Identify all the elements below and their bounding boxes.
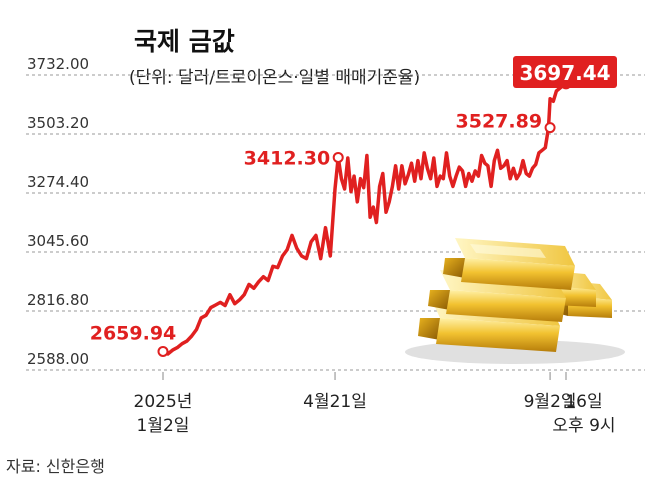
x-tick-label: 16일 <box>565 392 602 412</box>
annotation-marker <box>544 122 556 134</box>
grid-lines <box>26 74 645 371</box>
y-tick-label: 3045.60 <box>27 232 89 250</box>
chart-subtitle: (단위: 달러/트로이온스·일별 매매기준율) <box>129 68 420 88</box>
annotation-label: 3412.30 <box>244 147 331 169</box>
x-tick-label: 2025년 <box>134 392 193 412</box>
x-tick-label: 4월21일 <box>303 392 367 412</box>
y-tick-label: 3732.00 <box>27 55 89 73</box>
latest-value-box <box>513 56 617 88</box>
annotation-label: 3527.89 <box>456 111 543 133</box>
y-tick-label: 2588.00 <box>27 350 89 368</box>
gold-price-line <box>161 82 568 356</box>
value-annotations: 2659.94 3412.30 3527.89 3697.44 <box>90 56 617 357</box>
chart-title: 국제 금값 <box>134 27 235 56</box>
y-tick-label: 3274.40 <box>27 173 89 191</box>
annotation-marker <box>157 345 169 357</box>
annotation-marker <box>332 151 344 163</box>
y-tick-label: 2816.80 <box>27 291 89 309</box>
latest-value-label: 3697.44 <box>519 61 610 85</box>
x-tick-label: 1월2일 <box>137 416 190 436</box>
x-tick-label: 9월2일 <box>524 392 577 412</box>
source-note: 자료: 신한은행 <box>6 457 105 476</box>
x-tick-label: 오후 9시 <box>552 416 615 436</box>
y-axis-tick-labels: 3732.00 3503.20 3274.40 3045.60 2816.80 2588.… <box>27 55 89 368</box>
gold-bars-illustration <box>405 238 625 364</box>
y-tick-label: 3503.20 <box>27 114 89 132</box>
annotation-label: 2659.94 <box>90 322 177 344</box>
